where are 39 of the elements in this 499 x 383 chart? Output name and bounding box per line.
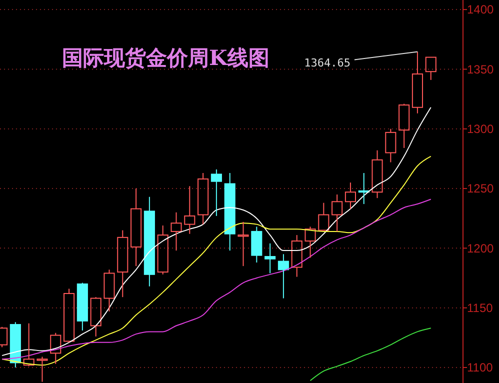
y-tick-label: 1350 bbox=[467, 62, 494, 76]
line-series bbox=[310, 328, 432, 382]
y-tick-label: 1300 bbox=[467, 122, 494, 136]
y-tick-label: 1400 bbox=[467, 2, 494, 17]
y-tick-label: 1100 bbox=[467, 360, 494, 375]
text: 国际现货金价周K线图 bbox=[62, 45, 270, 70]
candlestick bbox=[412, 51, 423, 114]
candlestick bbox=[332, 194, 343, 232]
line-series bbox=[2, 106, 432, 356]
line-series bbox=[2, 198, 432, 360]
candlestick bbox=[117, 230, 128, 298]
candlestick bbox=[264, 242, 276, 274]
annotation: 1364.65 bbox=[304, 56, 350, 70]
candlestick bbox=[64, 288, 75, 343]
line-series bbox=[2, 156, 432, 366]
candlestick bbox=[90, 296, 102, 337]
candlestick bbox=[291, 234, 302, 278]
candlestick bbox=[344, 182, 356, 210]
candlestick bbox=[251, 226, 262, 263]
candlestick bbox=[385, 128, 396, 163]
candlestick bbox=[144, 196, 155, 287]
candlestick bbox=[170, 212, 182, 252]
candlestick bbox=[157, 225, 168, 275]
candlestick bbox=[238, 221, 249, 267]
candlestick bbox=[184, 186, 196, 234]
candlestick bbox=[304, 226, 316, 258]
candlestick bbox=[224, 172, 236, 252]
candlestick bbox=[104, 269, 115, 312]
candlestick bbox=[23, 322, 34, 367]
candlestick bbox=[50, 332, 62, 364]
candlestick bbox=[130, 188, 142, 267]
candlestick bbox=[198, 172, 209, 225]
candlestick bbox=[372, 150, 383, 199]
candlestick bbox=[278, 254, 289, 299]
y-tick-label: 1150 bbox=[467, 301, 494, 316]
candlestick bbox=[10, 322, 21, 368]
candlestick bbox=[210, 168, 222, 216]
y-tick-label: 1250 bbox=[467, 182, 494, 196]
y-tick-label: 1200 bbox=[467, 241, 494, 256]
